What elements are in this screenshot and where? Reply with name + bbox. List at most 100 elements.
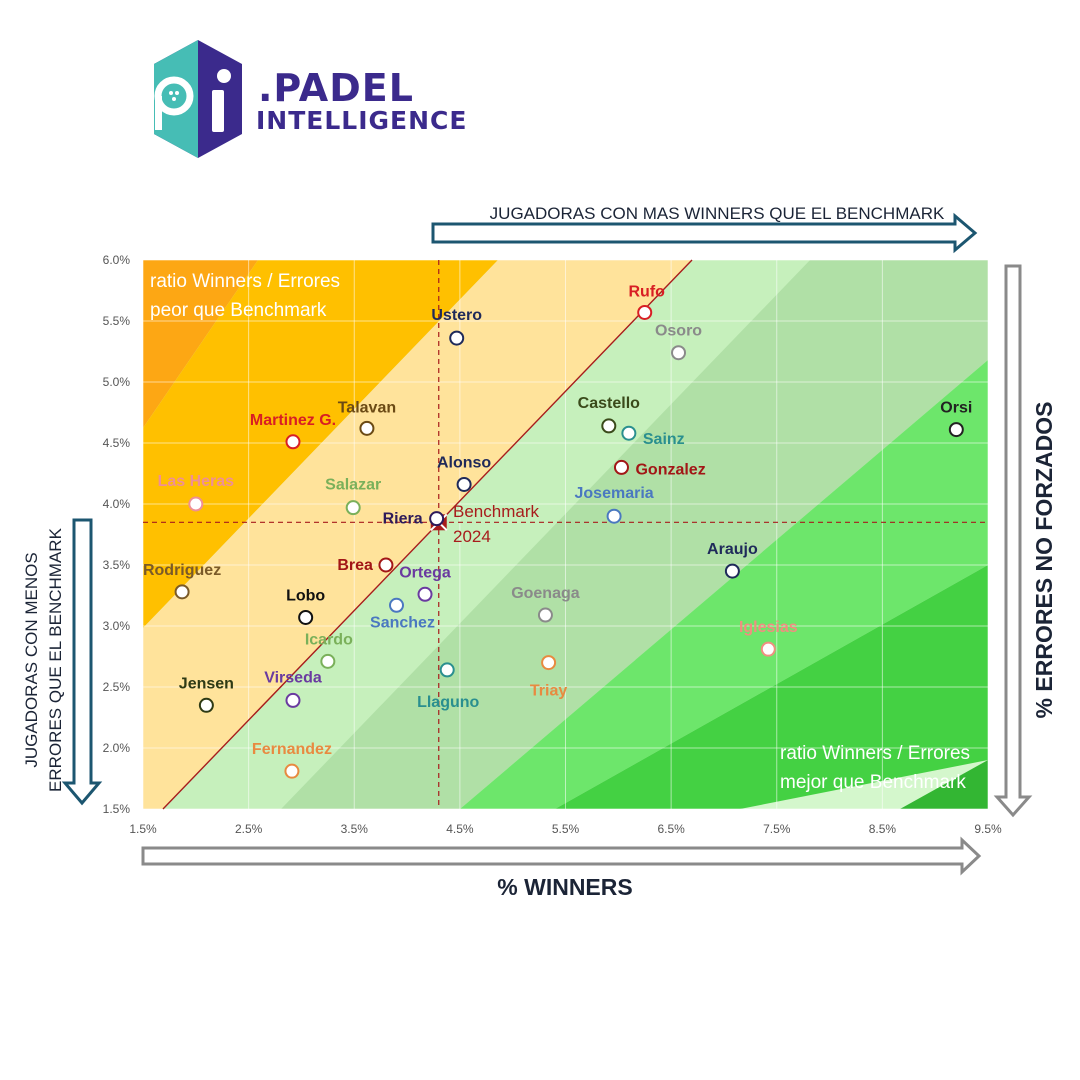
band-light-orange — [143, 260, 692, 809]
player-point[interactable]: Las Heras — [158, 473, 235, 512]
point-marker[interactable] — [174, 584, 190, 600]
player-point[interactable]: Martinez G. — [250, 412, 336, 450]
point-marker[interactable] — [613, 459, 629, 475]
point-marker[interactable] — [417, 586, 433, 602]
y-tick-label: 4.0% — [103, 497, 131, 511]
point-marker[interactable] — [188, 496, 204, 512]
x-tick-label: 5.5% — [552, 822, 580, 836]
point-marker[interactable] — [359, 420, 375, 436]
brand-word-padel: .PADEL — [258, 66, 414, 110]
point-marker[interactable] — [429, 511, 445, 527]
player-point[interactable]: Orsi — [940, 400, 972, 438]
x-tick-label: 3.5% — [341, 822, 369, 836]
point-label: Jensen — [179, 675, 234, 692]
player-point[interactable]: Rufo — [629, 283, 666, 320]
player-point[interactable]: Goenaga — [511, 585, 580, 623]
band-green — [460, 360, 988, 809]
point-label: Araujo — [707, 541, 758, 558]
point-label: Sanchez — [370, 614, 435, 631]
point-marker[interactable] — [541, 655, 557, 671]
x-tick-label: 8.5% — [869, 822, 897, 836]
point-label: Fernandez — [252, 741, 332, 758]
point-label: Triay — [530, 683, 567, 700]
point-marker[interactable] — [284, 763, 300, 779]
y-tick-label: 3.5% — [103, 558, 131, 572]
player-point[interactable]: Sainz — [621, 425, 685, 449]
point-label: Icardo — [305, 631, 353, 648]
point-marker[interactable] — [298, 609, 314, 625]
left-arrow-label-2: ERRORES QUE EL BENCHMARK — [46, 527, 65, 792]
point-marker[interactable] — [948, 422, 964, 438]
player-point[interactable]: Josemaria — [575, 485, 654, 524]
point-marker[interactable] — [671, 345, 687, 361]
point-marker[interactable] — [449, 330, 465, 346]
benchmark-label-1: Benchmark — [453, 502, 539, 521]
player-point[interactable]: Salazar — [325, 477, 381, 516]
point-marker[interactable] — [389, 597, 404, 613]
player-point[interactable]: Osoro — [655, 323, 702, 361]
point-label: Josemaria — [575, 485, 654, 502]
point-marker[interactable] — [345, 500, 361, 516]
point-label: Gonzalez — [635, 461, 705, 478]
point-marker[interactable] — [537, 607, 553, 623]
point-label: Ortega — [399, 564, 451, 581]
point-marker[interactable] — [198, 697, 214, 713]
player-point[interactable]: Virseda — [264, 669, 322, 708]
point-label: Las Heras — [158, 473, 235, 490]
band-dark-green — [900, 760, 988, 809]
player-point[interactable]: Ustero — [431, 307, 482, 346]
point-label: Iglesias — [739, 619, 798, 636]
point-label: Talavan — [338, 399, 396, 416]
player-point[interactable]: Riera — [383, 511, 445, 528]
player-point[interactable]: Brea — [337, 557, 394, 574]
brand-word-intelligence: INTELLIGENCE — [256, 106, 468, 135]
y-tick-labels: 1.5% 2.0% 2.5% 3.0% 3.5% 4.0% 4.5% 5.0% 5.5% 6.0% — [103, 253, 131, 816]
player-point[interactable]: Lobo — [286, 587, 325, 625]
point-marker[interactable] — [601, 418, 617, 434]
point-marker[interactable] — [285, 692, 301, 708]
point-marker[interactable] — [760, 641, 776, 657]
point-label: Martinez G. — [250, 412, 336, 429]
player-point[interactable]: Sanchez — [370, 597, 435, 632]
point-marker[interactable] — [724, 563, 740, 579]
point-marker[interactable] — [285, 434, 301, 450]
player-point[interactable]: Iglesias — [739, 619, 798, 657]
point-marker[interactable] — [439, 662, 455, 678]
point-marker[interactable] — [637, 304, 653, 320]
point-marker[interactable] — [378, 557, 394, 573]
top-arrow-label: JUGADORAS CON MAS WINNERS QUE EL BENCHMA… — [490, 204, 945, 223]
y-tick-label: 3.0% — [103, 619, 131, 633]
y-axis-label: % ERRORES NO FORZADOS — [1031, 402, 1057, 719]
worse-region-label-2: peor que Benchmark — [150, 300, 327, 321]
band-mid-green — [281, 260, 988, 809]
point-label: Orsi — [940, 400, 972, 417]
player-point[interactable]: Jensen — [179, 675, 234, 713]
point-marker[interactable] — [621, 425, 637, 441]
player-point[interactable]: Araujo — [707, 541, 758, 579]
player-point[interactable]: Talavan — [338, 399, 396, 436]
point-marker[interactable] — [320, 653, 336, 669]
logo — [138, 38, 458, 160]
player-point[interactable]: Alonso — [437, 454, 491, 492]
point-marker[interactable] — [606, 508, 622, 524]
x-tick-labels: 1.5% 2.5% 3.5% 4.5% 5.5% 6.5% 7.5% 8.5% 9.5% — [129, 822, 1002, 836]
player-point[interactable]: Ortega — [399, 564, 451, 602]
player-point[interactable]: Triay — [530, 655, 567, 700]
point-marker[interactable] — [456, 476, 472, 492]
player-point[interactable]: Icardo — [305, 631, 353, 669]
player-point[interactable]: Fernandez — [252, 741, 332, 779]
point-label: Sainz — [643, 431, 685, 448]
y-tick-label: 5.0% — [103, 375, 131, 389]
x-tick-label: 9.5% — [974, 822, 1002, 836]
player-point[interactable]: Rodriguez — [143, 562, 221, 600]
player-point[interactable]: Castello — [578, 395, 640, 434]
player-point[interactable]: Llaguno — [417, 662, 480, 711]
x-tick-label: 7.5% — [763, 822, 791, 836]
y-tick-label: 4.5% — [103, 436, 131, 450]
y-tick-label: 6.0% — [103, 253, 131, 267]
player-point[interactable]: Gonzalez — [613, 459, 706, 479]
point-label: Goenaga — [511, 585, 580, 602]
benchmark-label-2: 2024 — [453, 527, 491, 546]
benchmark-ratio-line — [162, 259, 693, 810]
